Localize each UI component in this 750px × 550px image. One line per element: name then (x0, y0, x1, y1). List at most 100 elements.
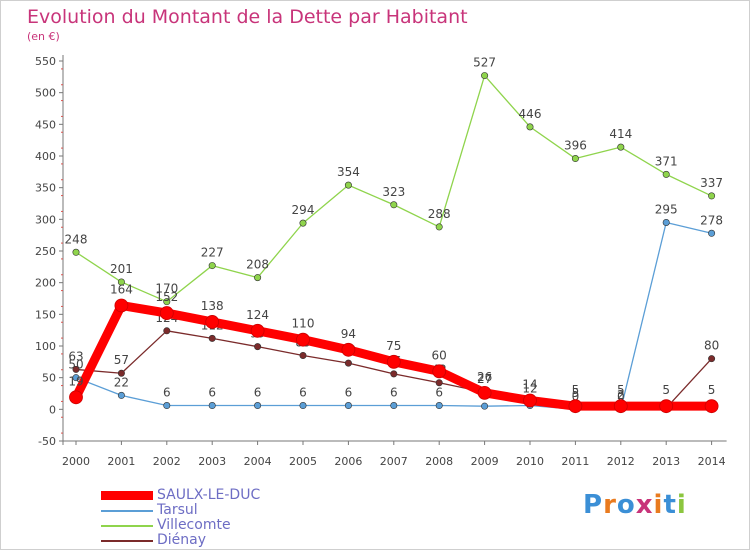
chart-unit: (en €) (27, 30, 60, 43)
data-point (117, 369, 125, 377)
data-label: 295 (655, 203, 678, 217)
data-point (390, 201, 398, 209)
y-tick-label: 100 (35, 340, 56, 353)
data-label: 124 (246, 308, 269, 322)
data-point (526, 123, 534, 131)
data-label: 446 (519, 107, 542, 121)
data-label: 6 (435, 386, 443, 400)
x-tick-label: 2011 (561, 455, 589, 468)
data-point (613, 399, 628, 414)
data-point (117, 278, 125, 286)
data-label: 5 (617, 383, 625, 397)
data-point (299, 219, 307, 227)
data-point (477, 385, 492, 400)
data-label: 337 (700, 176, 723, 190)
data-point (662, 170, 670, 178)
data-label: 12 (522, 382, 537, 396)
chart-title: Evolution du Montant de la Dette par Hab… (27, 6, 468, 28)
y-tick-label: 150 (35, 308, 56, 321)
data-point (523, 393, 537, 408)
legend-label: Tarsul (157, 502, 198, 518)
data-label: 75 (386, 339, 401, 353)
x-tick-label: 2000 (62, 455, 90, 468)
data-point (250, 323, 265, 338)
data-label: 248 (65, 232, 88, 246)
x-tick-label: 2012 (607, 455, 635, 468)
data-point (390, 402, 398, 410)
data-point (299, 351, 307, 359)
y-tick-label: 450 (35, 118, 56, 131)
data-label: 354 (337, 165, 360, 179)
y-tick-label: 400 (35, 150, 56, 163)
data-point (299, 402, 307, 410)
data-point (208, 402, 216, 410)
x-tick-label: 2005 (289, 455, 317, 468)
x-tick-label: 2003 (198, 455, 226, 468)
data-label: 26 (477, 370, 492, 384)
data-label: 6 (208, 386, 216, 400)
legend: SAULX-LE-DUC Tarsul Villecomte Diénay (101, 488, 260, 548)
data-point (435, 223, 443, 231)
data-label: 94 (341, 327, 356, 341)
logo-letter: P (583, 490, 604, 520)
data-point (254, 274, 262, 282)
data-label: 323 (382, 185, 405, 199)
data-label: 371 (655, 154, 678, 168)
data-point (296, 332, 310, 347)
data-point (72, 248, 80, 256)
data-point (117, 391, 125, 399)
legend-swatch (101, 509, 153, 512)
data-point (435, 379, 443, 387)
x-tick-label: 2008 (425, 455, 453, 468)
data-label: 5 (572, 386, 580, 400)
legend-item: Diénay (101, 533, 260, 548)
data-label: 27 (477, 372, 492, 386)
data-label: 414 (609, 127, 632, 141)
data-point (341, 342, 356, 357)
data-label: 294 (292, 203, 315, 217)
data-point (571, 155, 579, 163)
data-point (708, 229, 716, 237)
data-label: 288 (428, 207, 451, 221)
data-label: 208 (246, 258, 269, 272)
data-point (208, 262, 216, 270)
x-tick-label: 2007 (380, 455, 408, 468)
data-label: 5 (708, 383, 716, 397)
data-point (662, 219, 670, 227)
data-point (163, 298, 171, 306)
data-label: 80 (704, 339, 719, 353)
x-tick-label: 2010 (516, 455, 544, 468)
data-label: 5 (662, 383, 670, 397)
data-point (344, 181, 352, 189)
legend-item: SAULX-LE-DUC (101, 488, 260, 503)
data-label: 50 (68, 358, 83, 372)
data-label: 527 (473, 56, 496, 70)
data-point (114, 298, 129, 313)
data-label: 6 (345, 386, 353, 400)
data-point (72, 365, 80, 373)
data-point (481, 402, 489, 410)
data-point (163, 327, 171, 335)
legend-label: Diénay (157, 532, 207, 548)
x-tick-label: 2001 (107, 455, 135, 468)
legend-item: Tarsul (101, 503, 260, 518)
data-point (704, 399, 719, 414)
data-point (617, 143, 625, 151)
y-tick-label: 350 (35, 182, 56, 195)
logo-letter: r (603, 490, 617, 520)
data-point (344, 402, 352, 410)
data-point (432, 364, 447, 379)
data-label: 22 (114, 375, 129, 389)
legend-label: Villecomte (157, 517, 231, 533)
data-point (254, 343, 262, 351)
y-tick-label: 500 (35, 87, 56, 100)
data-point (344, 359, 352, 367)
logo-letter: i (653, 490, 664, 520)
y-tick-label: -50 (38, 435, 56, 448)
data-label: 19 (68, 374, 83, 388)
legend-item: Villecomte (101, 518, 260, 533)
logo-letter: i (676, 490, 687, 520)
data-point (163, 402, 171, 410)
